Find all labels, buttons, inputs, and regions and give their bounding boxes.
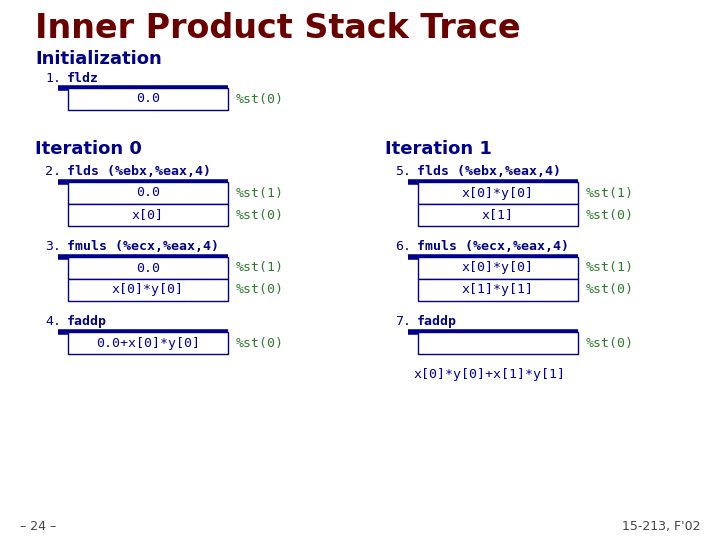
Text: 0.0: 0.0 bbox=[136, 92, 160, 105]
Text: 0.0: 0.0 bbox=[136, 186, 160, 199]
Text: %st(0): %st(0) bbox=[236, 336, 284, 349]
Text: %st(0): %st(0) bbox=[586, 284, 634, 296]
Text: 1.: 1. bbox=[45, 72, 61, 85]
Text: Initialization: Initialization bbox=[35, 50, 162, 68]
Bar bbox=[68, 279, 228, 301]
Text: flds (%ebx,%eax,4): flds (%ebx,%eax,4) bbox=[417, 165, 561, 178]
Text: 6.: 6. bbox=[395, 240, 411, 253]
Text: x[0]*y[0]: x[0]*y[0] bbox=[462, 261, 534, 274]
Text: x[0]*y[0]: x[0]*y[0] bbox=[462, 186, 534, 199]
Text: 7.: 7. bbox=[395, 315, 411, 328]
Bar bbox=[418, 257, 578, 279]
Text: %st(0): %st(0) bbox=[236, 92, 284, 105]
Bar bbox=[68, 204, 228, 226]
Text: Iteration 1: Iteration 1 bbox=[385, 140, 492, 158]
Text: x[1]: x[1] bbox=[482, 208, 514, 221]
Text: 0.0: 0.0 bbox=[136, 261, 160, 274]
Text: flds (%ebx,%eax,4): flds (%ebx,%eax,4) bbox=[67, 165, 211, 178]
Text: x[0]*y[0]+x[1]*y[1]: x[0]*y[0]+x[1]*y[1] bbox=[413, 368, 565, 381]
Text: 3.: 3. bbox=[45, 240, 61, 253]
Text: 15-213, F'02: 15-213, F'02 bbox=[621, 520, 700, 533]
Text: 4.: 4. bbox=[45, 315, 61, 328]
Bar bbox=[68, 88, 228, 110]
Text: %st(0): %st(0) bbox=[236, 284, 284, 296]
Text: faddp: faddp bbox=[67, 315, 107, 328]
Text: %st(1): %st(1) bbox=[586, 261, 634, 274]
Text: %st(0): %st(0) bbox=[236, 208, 284, 221]
Text: – 24 –: – 24 – bbox=[20, 520, 56, 533]
Text: 2.: 2. bbox=[45, 165, 61, 178]
Text: x[0]*y[0]: x[0]*y[0] bbox=[112, 284, 184, 296]
Text: fmuls (%ecx,%eax,4): fmuls (%ecx,%eax,4) bbox=[67, 240, 219, 253]
Text: 5.: 5. bbox=[395, 165, 411, 178]
Text: Inner Product Stack Trace: Inner Product Stack Trace bbox=[35, 12, 521, 45]
Text: %st(0): %st(0) bbox=[586, 208, 634, 221]
Text: faddp: faddp bbox=[417, 315, 457, 328]
Bar bbox=[418, 182, 578, 204]
Text: %st(0): %st(0) bbox=[586, 336, 634, 349]
Text: x[1]*y[1]: x[1]*y[1] bbox=[462, 284, 534, 296]
Bar bbox=[68, 257, 228, 279]
Text: fldz: fldz bbox=[67, 72, 99, 85]
Bar bbox=[68, 332, 228, 354]
Text: 0.0+x[0]*y[0]: 0.0+x[0]*y[0] bbox=[96, 336, 200, 349]
Text: x[0]: x[0] bbox=[132, 208, 164, 221]
Bar bbox=[418, 204, 578, 226]
Text: %st(1): %st(1) bbox=[586, 186, 634, 199]
Bar bbox=[418, 332, 578, 354]
Text: %st(1): %st(1) bbox=[236, 186, 284, 199]
Bar bbox=[68, 182, 228, 204]
Text: Iteration 0: Iteration 0 bbox=[35, 140, 142, 158]
Text: %st(1): %st(1) bbox=[236, 261, 284, 274]
Text: fmuls (%ecx,%eax,4): fmuls (%ecx,%eax,4) bbox=[417, 240, 569, 253]
Bar bbox=[418, 279, 578, 301]
